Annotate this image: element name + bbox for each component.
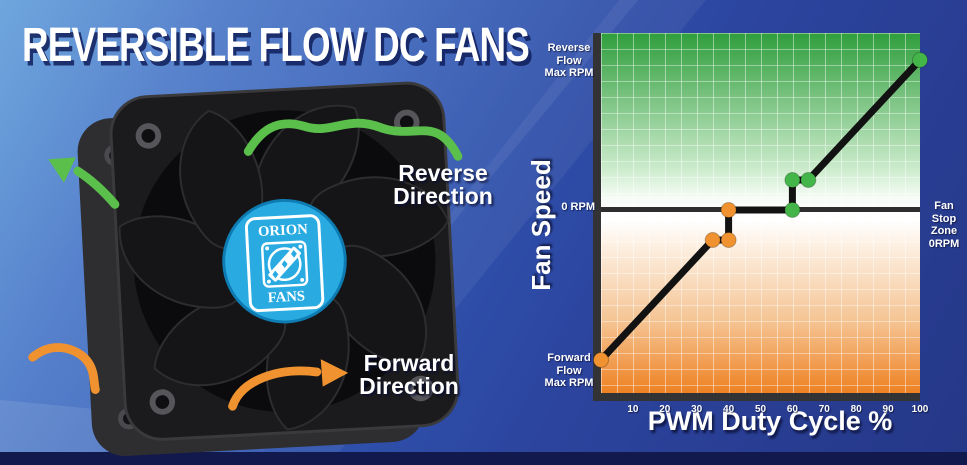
bottom-strip: [0, 452, 967, 465]
orion-fans-logo: ORION FANS: [244, 214, 325, 313]
forward-direction-label: Forward Direction: [359, 350, 459, 400]
logo-fan-glyph: [261, 240, 309, 288]
page-title: REVERSIBLE FLOW DC FANS: [22, 17, 530, 72]
screw-hole-bottom-right-inner: [413, 381, 428, 396]
logo-text-fans: FANS: [267, 288, 305, 306]
forward-flow-arrow: [28, 343, 349, 411]
screw-hole-bottom-left-inner: [155, 395, 170, 409]
fan-illustration: ORION FANS: [28, 81, 463, 456]
screw-hole-top-right-inner: [399, 115, 414, 130]
reverse-direction-label: Reverse Direction: [393, 160, 493, 210]
forward-arrowhead-icon: [320, 359, 349, 387]
reverse-arrowhead-icon: [48, 157, 76, 183]
reverse-flow-arrow: [48, 118, 463, 209]
logo-text-orion: ORION: [258, 221, 309, 240]
screw-hole-top-left-inner: [141, 128, 156, 143]
